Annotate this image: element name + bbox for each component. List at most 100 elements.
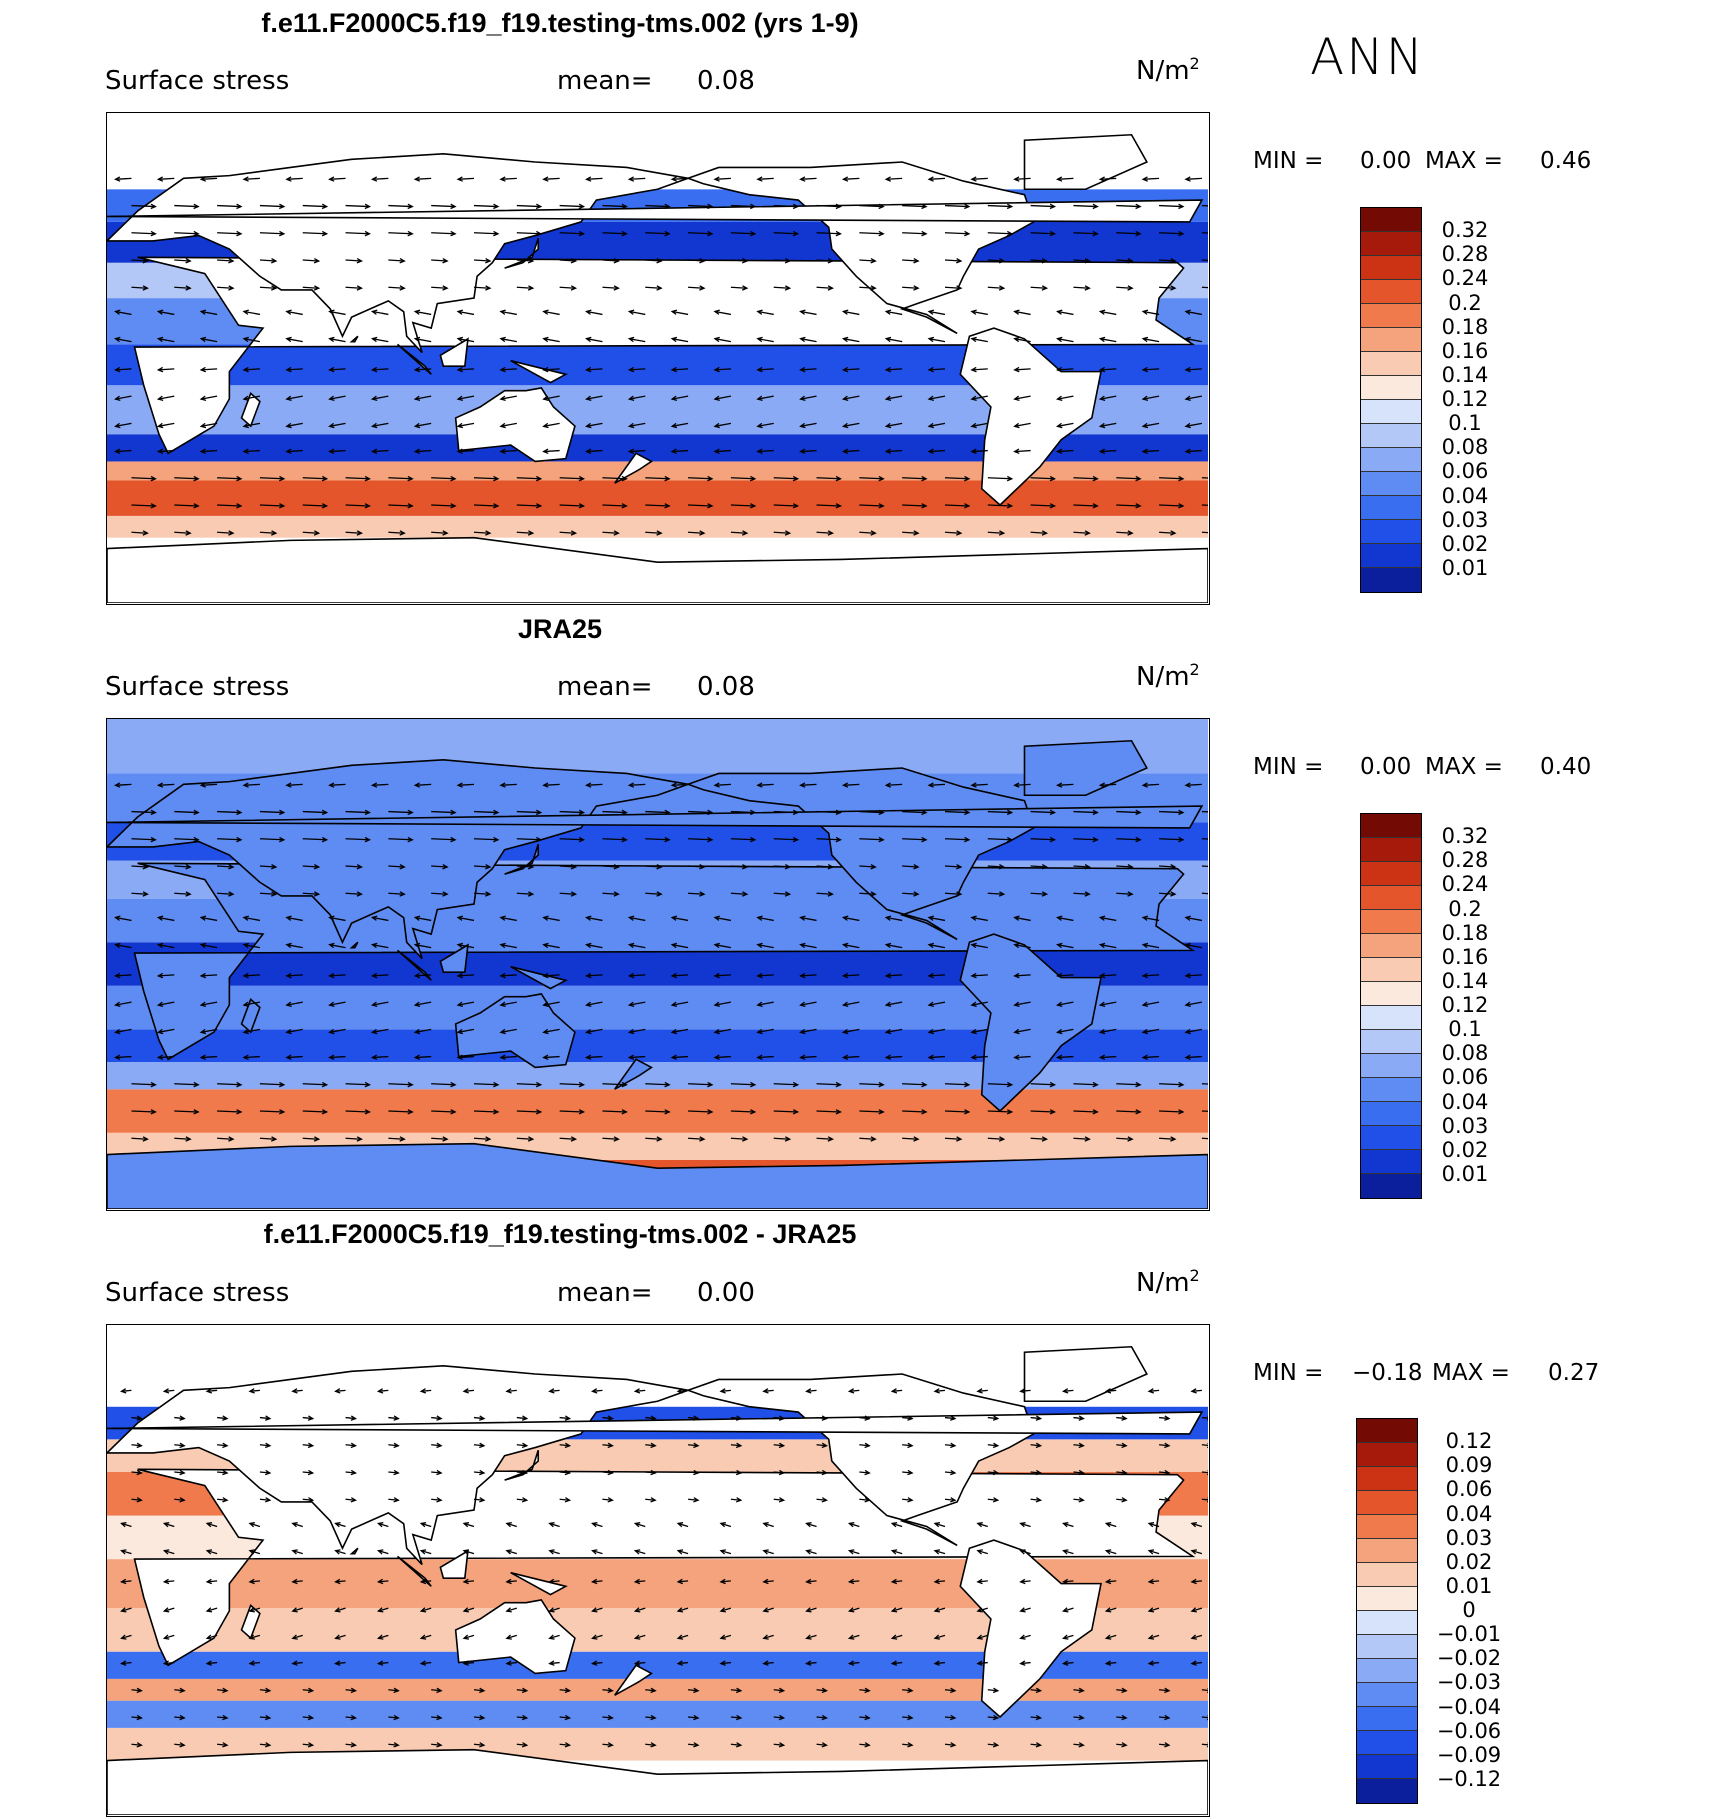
stress-vector [1030,1714,1043,1721]
stress-vector [1104,1660,1117,1666]
stress-vector [590,1388,603,1394]
stress-vector [970,395,988,402]
stress-vector [944,1687,957,1694]
colorbar-swatch [1361,814,1421,838]
stress-vector [559,503,586,509]
stress-vector [1019,1607,1031,1613]
stress-vector [976,1388,988,1394]
stress-vector [376,1607,389,1613]
stress-vector [1056,309,1074,316]
stress-vector [516,257,535,264]
stress-vector [345,1687,358,1694]
stress-vector [719,1522,732,1528]
stress-vector [431,203,457,210]
stress-vector [627,448,646,455]
stress-vector [1055,972,1074,979]
stress-vector [1184,336,1203,343]
stress-vector [944,1136,963,1142]
stress-vector [456,1001,475,1008]
stress-vector [944,203,971,210]
stress-vector [431,530,449,536]
stress-vector [302,530,321,536]
stress-vector [388,1687,400,1694]
stress-vector [1073,1469,1085,1476]
stress-vector [174,1415,186,1421]
stress-vector [859,1742,871,1748]
coastline [504,1449,540,1481]
stress-vector [1098,1028,1117,1035]
stress-vector [970,972,988,979]
stress-vector [816,1497,828,1503]
stress-vector [1073,1687,1085,1694]
stress-vector [633,1388,646,1394]
stress-vector [559,530,578,536]
stress-vector [799,422,817,429]
stress-vector [602,1687,614,1694]
stress-vector [1201,892,1208,895]
stress-vector [131,503,157,509]
stress-vector [987,1714,1000,1721]
stress-vector [462,1660,475,1666]
stress-vector [799,176,817,182]
colorbar-swatch [1361,1078,1421,1102]
stress-vector [1116,530,1134,536]
stress-vector [688,503,714,509]
colorbar-swatch [1357,1419,1417,1443]
stress-vector [1190,1549,1203,1555]
stress-vector [859,503,885,509]
stress-vector [302,1136,321,1142]
stress-vector [773,891,792,897]
stress-vector [1141,395,1160,402]
stress-vector [688,285,706,291]
stress-vector [841,448,860,455]
stress-vector [259,1109,286,1115]
stress-vector [473,1081,500,1088]
colorbar-tick-label: −0.09 [1436,1742,1502,1767]
stress-vector [841,1054,860,1061]
stress-vector [217,863,235,870]
stress-vector [944,1714,957,1721]
stress-vector [559,1081,586,1088]
stress-vector [902,1109,928,1115]
colorbar-swatch [1357,1467,1417,1491]
stress-vector [645,1742,657,1748]
colorbar-swatch [1357,1635,1417,1659]
stress-vector [217,1136,235,1142]
stress-vector [334,1607,346,1613]
stress-vector [890,1578,903,1585]
stress-vector [1190,1388,1202,1394]
stress-vector [1116,836,1142,843]
stress-vector [713,782,731,788]
stress-vector [345,809,371,816]
stress-vector [1141,422,1160,429]
stress-vector [902,891,920,897]
colorbar-tick-label: −0.02 [1436,1646,1502,1671]
stress-vector [370,366,389,373]
stress-vector [345,1742,358,1748]
stress-vector [1116,1442,1128,1449]
stress-vector [302,863,321,870]
stress-vector [302,1109,329,1115]
stress-vector [927,1028,946,1035]
stress-vector [302,503,329,509]
colorbar-tick-label: 0.06 [1445,1477,1493,1502]
stress-vector [1030,530,1049,536]
colorbar-tick-label: 0.03 [1441,507,1489,532]
stress-vector [816,230,842,237]
stress-vector [670,782,689,788]
stress-vector [462,1388,475,1394]
stress-vector [302,203,329,210]
stress-vector [688,1081,714,1088]
stress-vector [805,1660,817,1666]
stress-vector [259,863,278,870]
stress-vector [473,836,500,843]
colorbar-tick-label: 0.08 [1441,435,1489,460]
stress-vector [756,336,774,343]
stress-vector [1201,838,1208,840]
stress-vector [1030,1497,1043,1503]
stress-vector [816,1742,828,1748]
colorbar-swatch [1357,1443,1417,1467]
stress-vector [970,782,988,788]
stress-vector [799,448,817,455]
stress-vector [1116,1415,1128,1421]
